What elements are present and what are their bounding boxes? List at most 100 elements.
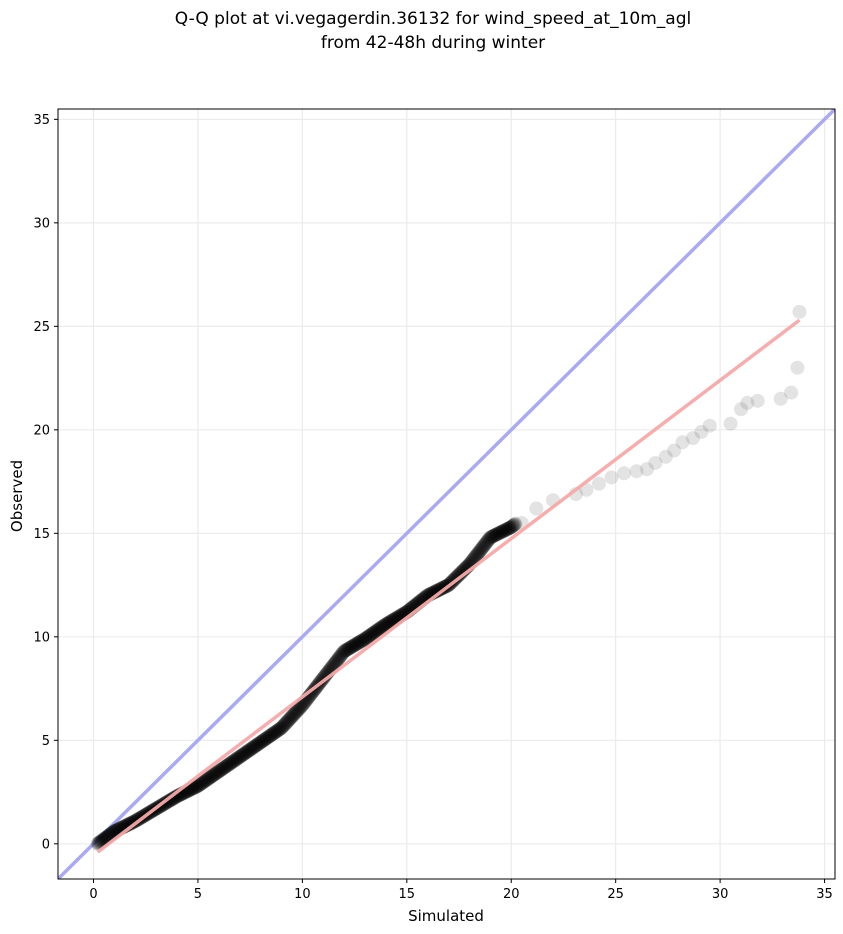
data-point <box>292 701 307 716</box>
data-point <box>212 764 227 779</box>
data-point <box>374 620 389 635</box>
data-point <box>351 635 366 650</box>
data-point <box>269 724 284 739</box>
data-point <box>350 636 365 651</box>
x-tick-label: 35 <box>816 887 833 902</box>
data-point <box>341 641 356 656</box>
data-point <box>303 687 318 702</box>
data-point <box>278 716 293 731</box>
data-point <box>257 732 272 747</box>
data-point <box>226 754 241 769</box>
data-point <box>370 623 385 638</box>
data-point <box>494 524 509 539</box>
data-point <box>499 522 514 537</box>
data-point <box>472 543 487 558</box>
data-point <box>431 582 446 597</box>
data-point <box>220 758 235 773</box>
data-point <box>330 653 345 668</box>
data-point <box>431 583 446 598</box>
data-point <box>329 653 344 668</box>
data-point <box>327 657 342 672</box>
plot-area <box>58 109 835 879</box>
data-point <box>228 753 243 768</box>
data-point <box>454 565 469 580</box>
data-point <box>277 718 292 733</box>
data-point <box>490 527 505 542</box>
data-point <box>353 634 368 649</box>
data-point <box>198 773 213 788</box>
data-point <box>192 777 207 792</box>
data-point <box>473 542 488 557</box>
y-tick-label: 5 <box>42 734 50 749</box>
data-point <box>124 815 139 830</box>
data-point <box>497 523 512 538</box>
data-point <box>199 773 214 788</box>
data-point <box>189 779 204 794</box>
data-point <box>204 769 219 784</box>
data-point <box>233 749 248 764</box>
data-point <box>430 583 445 598</box>
data-point <box>209 765 224 780</box>
data-point <box>276 719 291 734</box>
data-point <box>270 723 285 738</box>
data-point <box>453 566 468 581</box>
data-point <box>235 748 250 763</box>
data-point <box>347 638 362 653</box>
data-point <box>496 523 511 538</box>
data-point <box>224 755 239 770</box>
x-tick-label: 5 <box>194 887 202 902</box>
data-point <box>275 719 290 734</box>
data-point <box>123 816 138 831</box>
data-point <box>507 517 522 532</box>
data-point <box>361 629 376 644</box>
data-point <box>272 721 287 736</box>
data-point <box>359 631 374 646</box>
x-tick-label: 25 <box>607 887 624 902</box>
data-point <box>210 765 225 780</box>
data-point <box>199 772 214 787</box>
data-point <box>253 735 268 750</box>
data-point <box>486 528 501 543</box>
data-point <box>485 529 500 544</box>
identity-line <box>58 109 835 879</box>
data-point <box>468 549 483 564</box>
data-point <box>231 750 246 765</box>
data-point <box>190 778 205 793</box>
data-point <box>235 747 250 762</box>
data-point <box>342 640 357 655</box>
data-point <box>369 623 384 638</box>
data-point <box>218 759 233 774</box>
data-point <box>367 625 382 640</box>
data-point <box>197 774 212 789</box>
data-point <box>377 618 392 633</box>
x-tick-label: 10 <box>294 887 311 902</box>
data-point <box>331 651 346 666</box>
data-point <box>476 539 491 554</box>
data-point <box>363 628 378 643</box>
data-point <box>479 535 494 550</box>
data-point <box>370 623 385 638</box>
data-point <box>504 519 519 534</box>
data-point <box>190 779 205 794</box>
data-point <box>261 729 276 744</box>
data-point <box>234 748 249 763</box>
data-point <box>290 703 305 718</box>
data-point <box>281 712 296 727</box>
data-point <box>357 632 372 647</box>
data-point <box>222 757 237 772</box>
data-point <box>293 699 308 714</box>
data-point <box>498 522 513 537</box>
data-point <box>479 535 494 550</box>
data-point <box>352 634 367 649</box>
data-point <box>284 710 299 725</box>
data-point <box>355 633 370 648</box>
data-point <box>506 518 521 533</box>
data-point <box>480 533 495 548</box>
data-point <box>232 749 247 764</box>
data-point <box>365 626 380 641</box>
chart-title-line2: from 42-48h during winter <box>321 33 545 53</box>
data-point <box>186 780 201 795</box>
data-point <box>266 726 281 741</box>
data-point <box>469 548 484 563</box>
